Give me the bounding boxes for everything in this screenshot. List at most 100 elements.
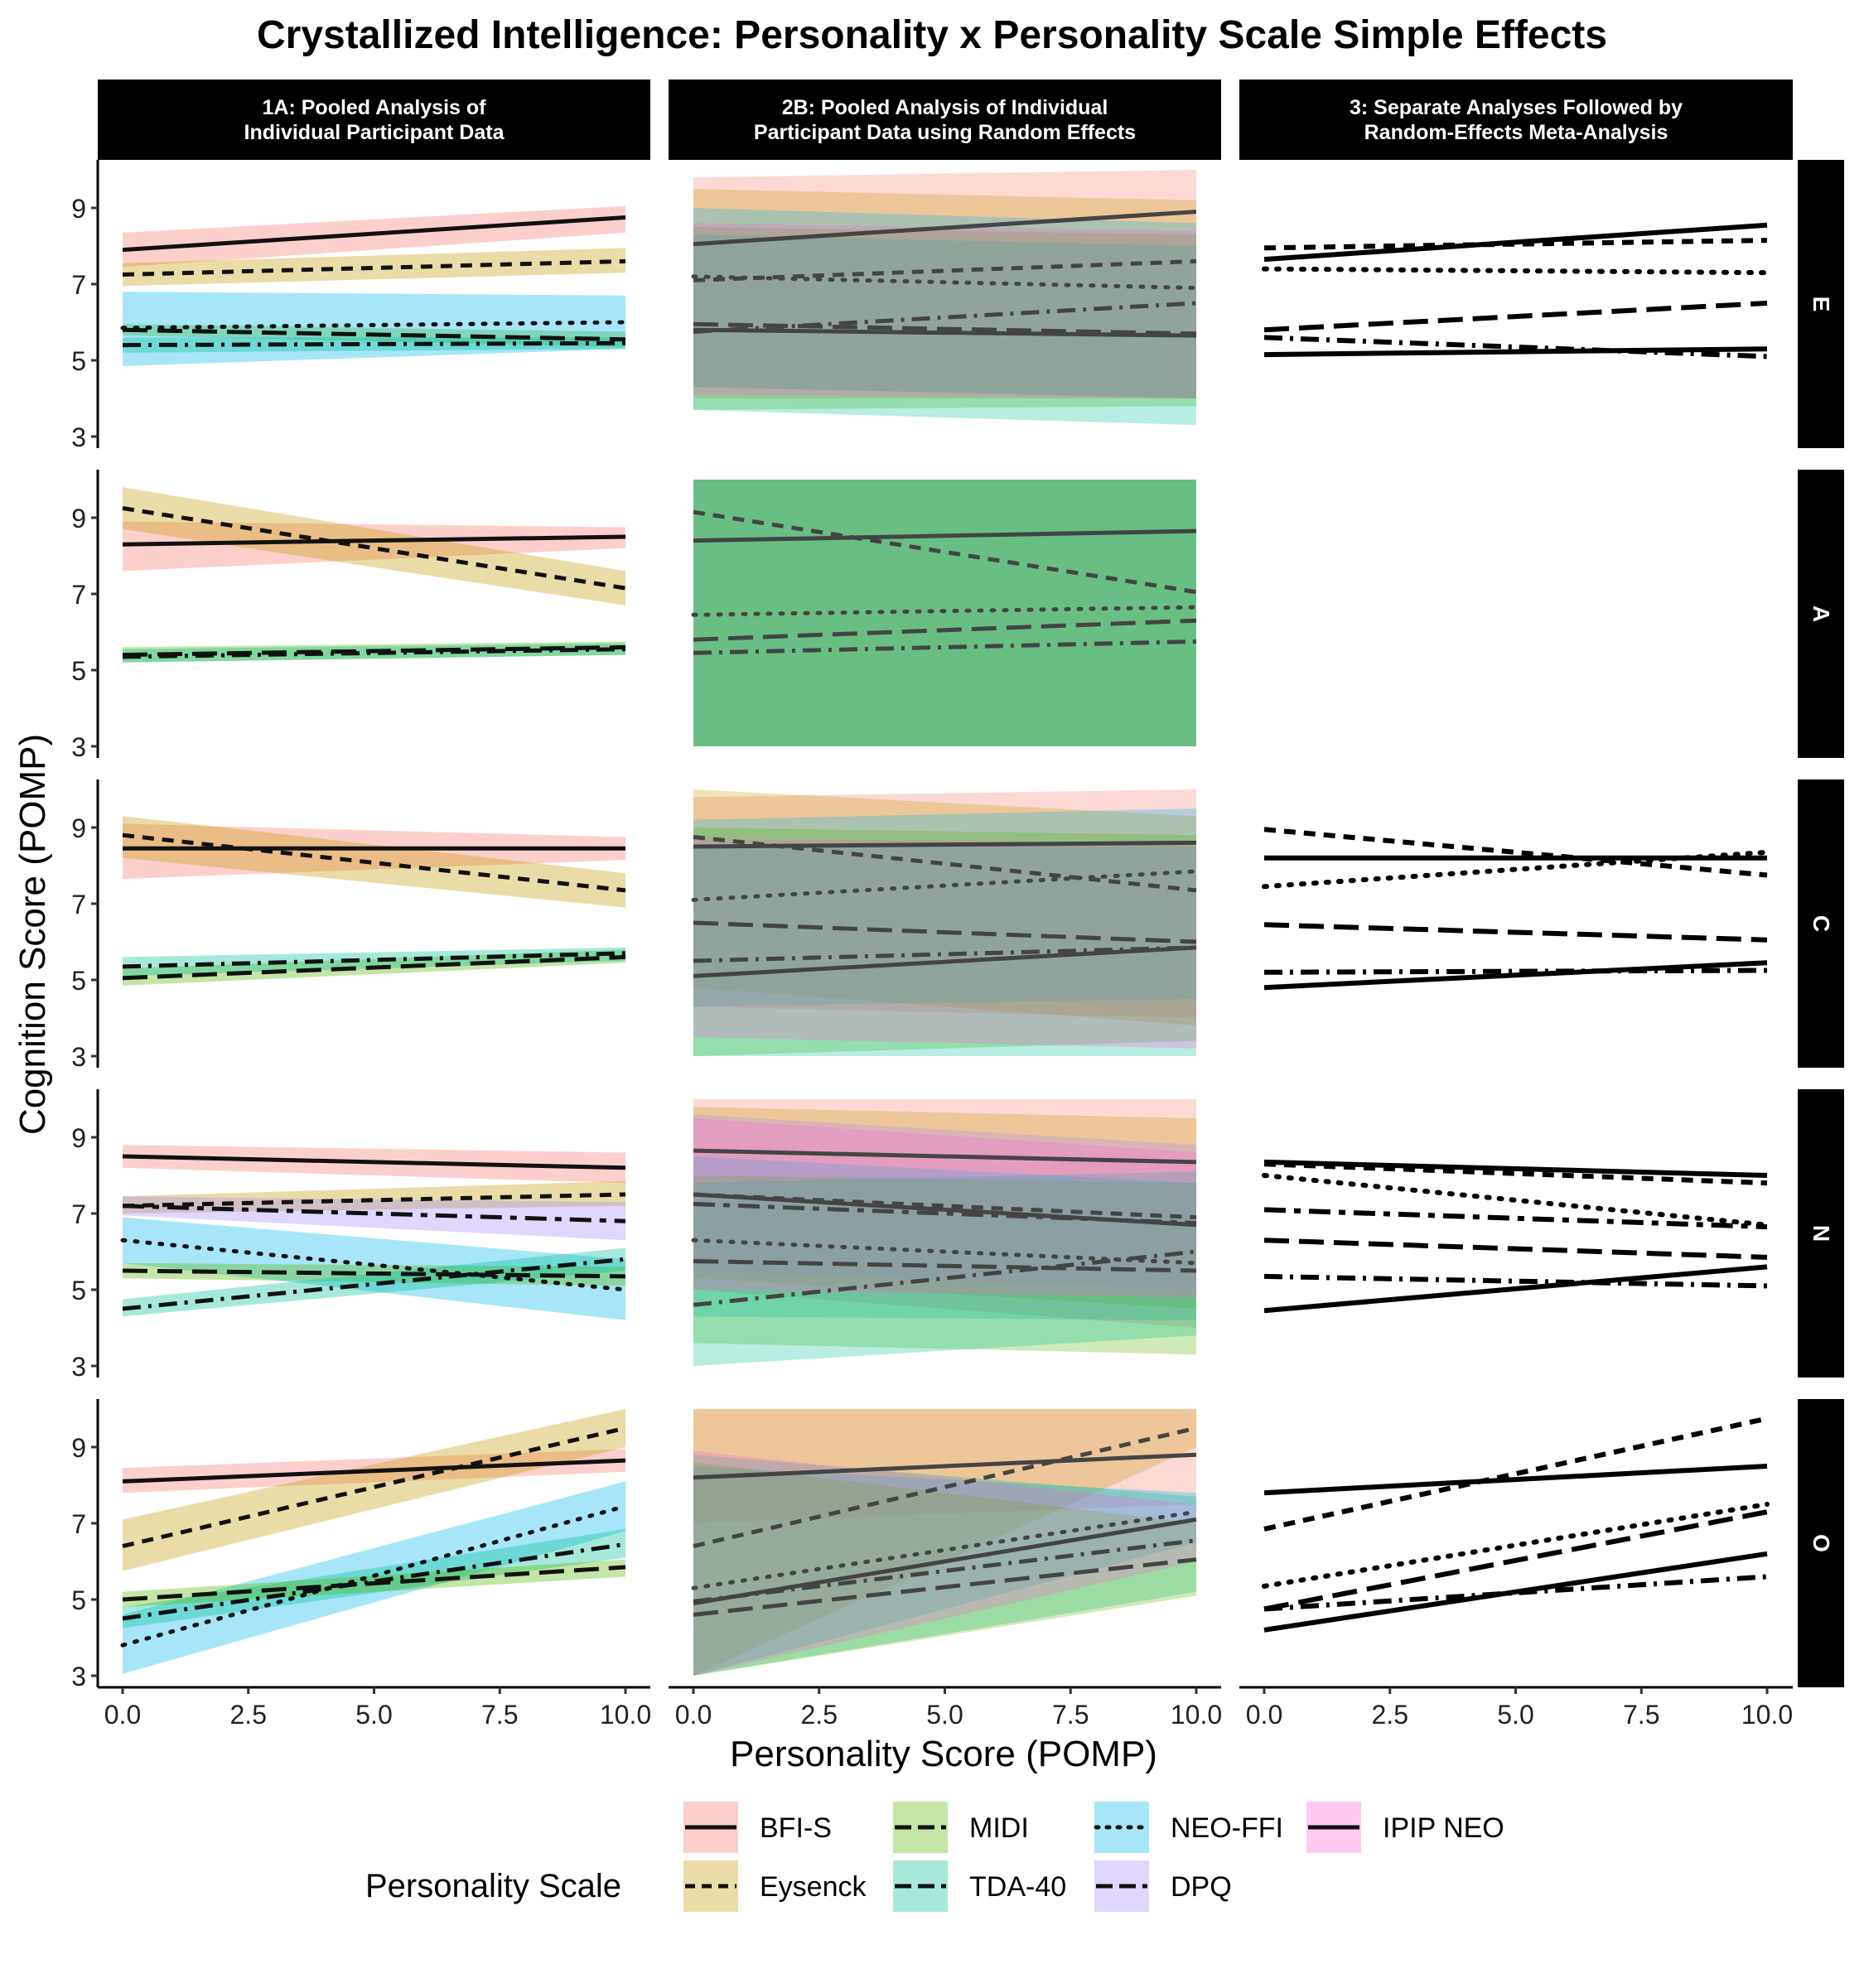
series-line (693, 1452, 1197, 1480)
series-line (693, 258, 1197, 282)
y-tick-label: 7 (71, 580, 86, 610)
legend: Personality Scale BFI-S Eysenck MIDI TDA-40… (365, 1802, 1504, 1912)
strip-background (1798, 779, 1844, 1068)
ci-ribbon (123, 521, 625, 572)
legend-entry: Eysenck (683, 1860, 867, 1912)
chart-title: Crystallized Intelligence: Personality x… (257, 13, 1607, 57)
row-strip-label: N (1808, 1225, 1834, 1242)
series-line (1263, 301, 1768, 333)
series-line (1263, 1161, 1768, 1186)
y-tick-label: 3 (71, 1352, 86, 1382)
ci-ribbon (693, 1455, 1196, 1676)
legend-label: NEO-FFI (1171, 1812, 1283, 1844)
series-line (1263, 1238, 1768, 1260)
ribbons (123, 1145, 625, 1320)
ribbons (693, 170, 1196, 426)
legend-label: MIDI (969, 1812, 1029, 1844)
y-tick-label: 5 (71, 346, 86, 376)
series-line (122, 1154, 626, 1170)
series-line (122, 1257, 626, 1311)
y-tick-label: 9 (71, 813, 86, 843)
row-strip-label: O (1808, 1534, 1834, 1552)
strip-background (1798, 1399, 1844, 1687)
lines (1262, 1416, 1770, 1633)
series-line (122, 327, 626, 342)
series-line (122, 534, 626, 547)
ci-ribbon (693, 838, 1196, 1049)
row-strip: E (1798, 160, 1844, 448)
legend-entry: MIDI (893, 1802, 1029, 1853)
series-line (693, 528, 1197, 543)
y-tick-label: 5 (71, 1276, 86, 1305)
axes: 3 5 7 9 3 5 7 9 3 5 7 9 3 5 7 9 3 5 7 9 0.0 2.5 5.0 7.5 10.0 0.0 2… (71, 160, 1793, 1730)
series-line (693, 1259, 1197, 1273)
lines (691, 835, 1199, 978)
y-tick-label: 7 (71, 1509, 86, 1539)
x-tick-label: 5.0 (1497, 1700, 1533, 1730)
series-line (693, 920, 1197, 944)
panel-O-2 (1262, 1416, 1770, 1633)
series-line (693, 1557, 1197, 1617)
ci-ribbon (123, 1217, 625, 1320)
series-line (1262, 266, 1770, 276)
panel-O-0 (120, 1409, 628, 1674)
strip-background (669, 80, 1221, 160)
legend-label: DPQ (1171, 1871, 1232, 1903)
panel-N-2 (1262, 1159, 1770, 1314)
strip-background (1798, 160, 1844, 448)
series-line (1263, 346, 1768, 358)
strip-background (1798, 1089, 1844, 1378)
ribbons (123, 487, 625, 663)
ribbons (693, 789, 1196, 1056)
ci-ribbon (693, 208, 1196, 398)
series-line (693, 1148, 1197, 1165)
y-tick-label: 9 (71, 194, 86, 224)
series-line (1263, 922, 1768, 943)
series-line (693, 618, 1197, 642)
series-line (691, 1509, 1199, 1590)
x-tick-label: 5.0 (355, 1700, 392, 1730)
series-line (122, 215, 626, 253)
ci-ribbon (123, 1247, 625, 1317)
series-line (1263, 1207, 1768, 1230)
x-axis-label: Personality Score (POMP) (730, 1734, 1157, 1774)
ci-ribbon (123, 248, 625, 287)
panel-O-1 (691, 1409, 1199, 1676)
x-tick-label: 7.5 (1052, 1700, 1089, 1730)
series-line (120, 320, 628, 331)
panel-C-2 (1262, 827, 1770, 991)
lines (691, 509, 1199, 655)
ci-ribbon (123, 337, 625, 353)
series-line (693, 210, 1197, 247)
legend-entry: IPIP NEO (1306, 1802, 1504, 1853)
y-axis-label: Cognition Score (POMP) (12, 734, 53, 1135)
legend-label: TDA-40 (969, 1871, 1066, 1903)
ci-ribbon (693, 1099, 1196, 1328)
legend-title: Personality Scale (365, 1868, 621, 1904)
legend-entry: BFI-S (683, 1802, 832, 1853)
legend-label: IPIP NEO (1383, 1812, 1504, 1844)
legend-label: Eysenck (760, 1871, 867, 1903)
y-tick-label: 9 (71, 1433, 86, 1463)
series-line (120, 1503, 628, 1648)
x-tick-label: 2.5 (801, 1700, 838, 1730)
y-tick-label: 5 (71, 656, 86, 686)
y-tick-label: 3 (71, 1662, 86, 1691)
series-line (122, 951, 626, 969)
series-line (1262, 849, 1770, 890)
series-line (122, 954, 626, 981)
x-tick-label: 5.0 (926, 1700, 963, 1730)
series-line (122, 832, 626, 893)
legend-entry: NEO-FFI (1094, 1802, 1283, 1853)
panel-C-1 (691, 789, 1199, 1056)
y-tick-label: 3 (71, 1042, 86, 1072)
ci-ribbon (123, 1196, 625, 1241)
series-line (1263, 1574, 1768, 1612)
ci-ribbon (693, 828, 1196, 1056)
x-tick-label: 2.5 (1372, 1700, 1408, 1730)
row-strip: C (1798, 779, 1844, 1068)
panel-A-1 (691, 480, 1199, 746)
series-line (693, 509, 1197, 595)
series-line (1263, 960, 1768, 991)
